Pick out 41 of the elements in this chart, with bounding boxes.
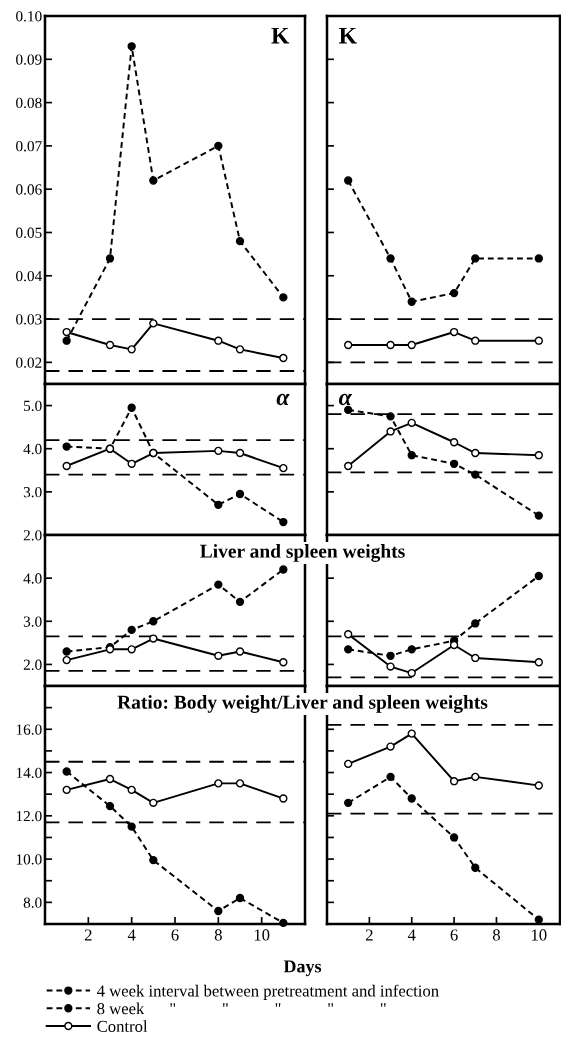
y-tick-label: 4.0 bbox=[23, 443, 42, 455]
x-tick-label: 4 bbox=[127, 929, 136, 941]
y-tick-label: 0.02 bbox=[16, 357, 42, 368]
y-tick-label: 2.0 bbox=[23, 530, 42, 541]
y-tick-label: 16.0 bbox=[16, 724, 42, 735]
x-tick-label: 2 bbox=[84, 929, 92, 941]
legend-label: Control bbox=[97, 1020, 148, 1032]
y-tick-label: 2.0 bbox=[23, 659, 42, 670]
legend-label: 8 week " " " " " bbox=[97, 1002, 386, 1015]
y-tick-label: 0.09 bbox=[16, 54, 42, 65]
y-tick-label: 8.0 bbox=[23, 897, 42, 908]
chart-title: α bbox=[338, 393, 353, 406]
x-axis-title: Days bbox=[283, 960, 322, 977]
y-tick-label: 3.0 bbox=[23, 487, 42, 498]
chart-title: α bbox=[276, 393, 290, 406]
y-tick-label: 10.0 bbox=[16, 854, 42, 865]
y-tick-label: 0.04 bbox=[16, 270, 42, 282]
y-tick-label: 0.05 bbox=[16, 227, 42, 238]
x-tick-label: 8 bbox=[214, 929, 222, 941]
y-tick-label: 0.03 bbox=[16, 314, 42, 325]
x-tick-label: 10 bbox=[254, 929, 270, 941]
x-tick-label: 6 bbox=[450, 929, 458, 941]
legend-label: 4 week interval between pretreatment and infection bbox=[96, 984, 439, 1000]
y-tick-label: 5.0 bbox=[24, 400, 42, 412]
x-tick-label: 10 bbox=[531, 929, 547, 941]
x-tick-label: 8 bbox=[492, 929, 500, 941]
y-tick-label: 14.0 bbox=[16, 767, 42, 779]
y-tick-label: 3.0 bbox=[23, 616, 42, 627]
y-tick-label: 12.0 bbox=[16, 810, 42, 822]
y-tick-label: 0.07 bbox=[16, 141, 42, 152]
chart-title: K bbox=[339, 27, 357, 44]
x-tick-label: 4 bbox=[407, 929, 416, 941]
chart-title: K bbox=[271, 27, 290, 44]
chart-title: Ratio: Body weight/Liver and spleen weights bbox=[117, 695, 488, 713]
y-tick-label: 4.0 bbox=[23, 573, 42, 584]
y-tick-label: 0.10 bbox=[16, 11, 42, 22]
chart-title: Liver and spleen weights bbox=[200, 544, 405, 562]
y-tick-label: 0.06 bbox=[16, 184, 42, 195]
y-tick-label: 0.08 bbox=[16, 97, 42, 109]
x-tick-label: 2 bbox=[365, 929, 373, 941]
x-tick-label: 6 bbox=[171, 929, 179, 941]
